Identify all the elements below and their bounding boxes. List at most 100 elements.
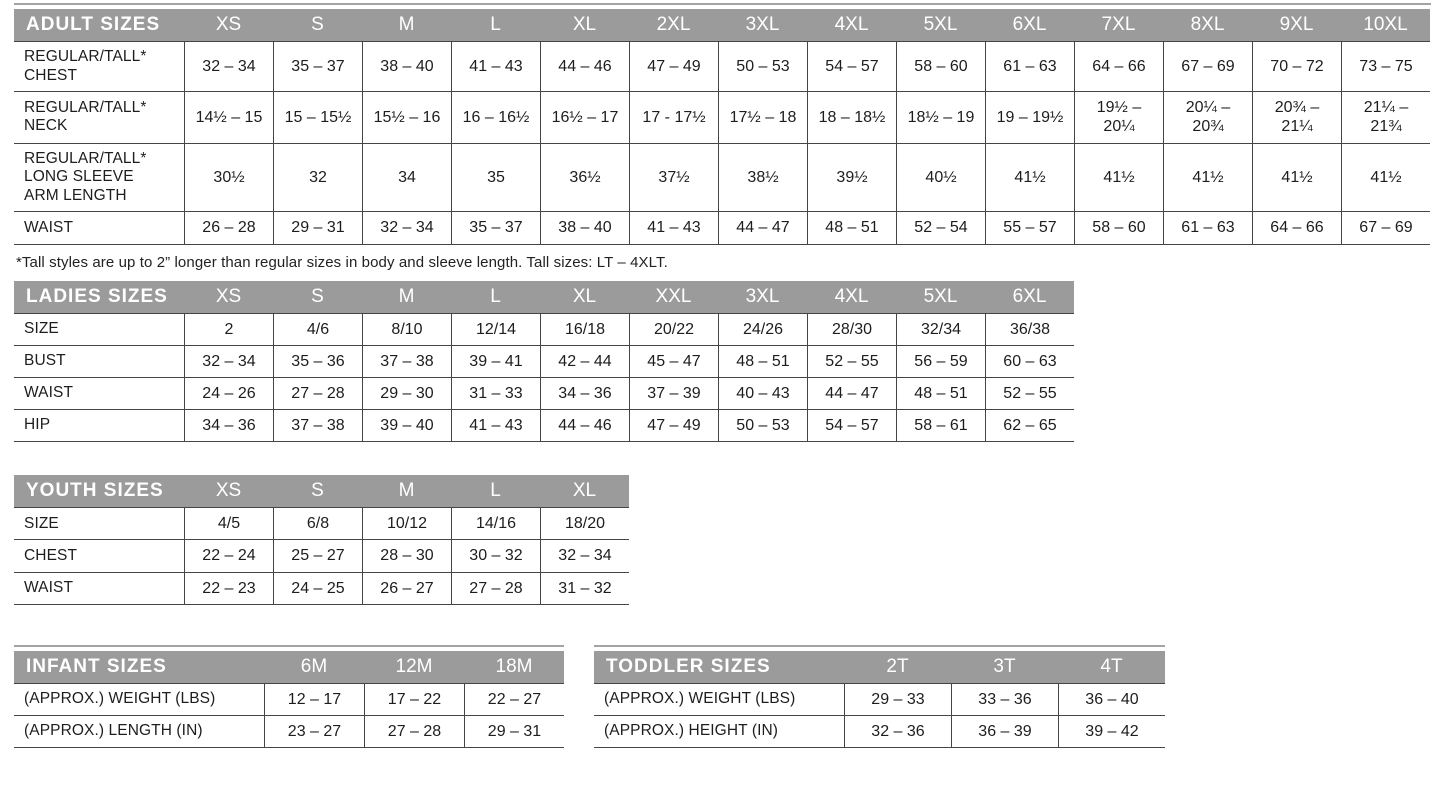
- value-cell: 67 – 69: [1341, 211, 1430, 244]
- value-cell: 61 – 63: [1163, 211, 1252, 244]
- column-header: 4XL: [807, 280, 896, 313]
- infant-sizes-table: INFANT SIZES 6M 12M 18M (APPROX.) WEIGHT (LB…: [14, 650, 564, 749]
- value-cell: 34: [362, 142, 451, 212]
- row-label: WAIST: [14, 571, 184, 604]
- value-cell: 23 – 27: [264, 715, 364, 748]
- value-cell: 35 – 36: [273, 344, 362, 377]
- value-cell: 58 – 60: [896, 41, 985, 92]
- value-cell: 19 – 19½: [985, 91, 1074, 143]
- value-cell: 61 – 63: [985, 41, 1074, 92]
- value-cell: 52 – 55: [807, 344, 896, 377]
- value-cell: 32 – 36: [844, 715, 951, 748]
- table-row: BUST 32 – 34 35 – 36 37 – 38 39 – 41 42 – 44 4…: [14, 344, 1074, 377]
- column-header: XL: [540, 280, 629, 313]
- value-cell: 32/34: [896, 312, 985, 345]
- value-cell: 50 – 53: [718, 409, 807, 442]
- row-label: SIZE: [14, 312, 184, 345]
- value-cell: 34 – 36: [540, 376, 629, 410]
- column-header: L: [451, 9, 540, 41]
- column-header: 4T: [1058, 650, 1165, 683]
- value-cell: 29 – 30: [362, 376, 451, 410]
- value-cell: 67 – 69: [1163, 41, 1252, 92]
- column-header: 6M: [264, 650, 364, 683]
- value-cell: 47 – 49: [629, 41, 718, 92]
- adult-sizes-section: ADULT SIZES XS S M L XL 2XL 3XL 4XL 5XL 6XL 7XL 8XL 9…: [14, 3, 1431, 271]
- value-cell: 17 - 17½: [629, 91, 718, 143]
- row-label: (APPROX.) WEIGHT (LBS): [14, 682, 264, 715]
- value-cell: 31 – 33: [451, 376, 540, 410]
- value-cell: 2: [184, 312, 273, 345]
- column-header: 5XL: [896, 280, 985, 313]
- value-cell: 56 – 59: [896, 344, 985, 377]
- table-row: WAIST 22 – 23 24 – 25 26 – 27 27 – 28 31 – 32: [14, 571, 629, 604]
- column-header: S: [273, 9, 362, 41]
- value-cell: 48 – 51: [807, 211, 896, 244]
- divider: [594, 644, 1165, 647]
- table-row: REGULAR/TALL* NECK 14½ – 15 15 – 15½ 15½ – …: [14, 91, 1430, 143]
- column-header: M: [362, 475, 451, 508]
- row-label: SIZE: [14, 507, 184, 539]
- value-cell: 20/22: [629, 312, 718, 345]
- value-cell: 37 – 38: [362, 344, 451, 377]
- value-cell: 48 – 51: [718, 344, 807, 377]
- value-cell: 41½: [1163, 142, 1252, 212]
- youth-sizes-table: YOUTH SIZES XS S M L XL SIZE 4/5 6/8 10/12 14/16 18…: [14, 475, 629, 605]
- table-row: (APPROX.) HEIGHT (IN) 32 – 36 36 – 39 39 – …: [594, 715, 1165, 748]
- value-cell: 41½: [1252, 142, 1341, 212]
- value-cell: 41½: [1074, 142, 1163, 212]
- youth-sizes-section: YOUTH SIZES XS S M L XL SIZE 4/5 6/8 10/12 14/16 18…: [14, 475, 629, 605]
- value-cell: 41 – 43: [451, 409, 540, 442]
- row-label: HIP: [14, 409, 184, 441]
- value-cell: 62 – 65: [985, 409, 1074, 442]
- value-cell: 45 – 47: [629, 344, 718, 377]
- table-title: YOUTH SIZES: [14, 475, 184, 508]
- value-cell: 24/26: [718, 312, 807, 345]
- value-cell: 37 – 38: [273, 409, 362, 442]
- row-label: BUST: [14, 344, 184, 377]
- toddler-sizes-table: TODDLER SIZES 2T 3T 4T (APPROX.) WEIGHT (LBS…: [594, 650, 1165, 749]
- value-cell: 16½ – 17: [540, 91, 629, 143]
- column-header: S: [273, 280, 362, 313]
- value-cell: 52 – 55: [985, 376, 1074, 410]
- column-header: 3XL: [718, 9, 807, 41]
- column-header: 8XL: [1163, 9, 1252, 41]
- adult-sizes-table: ADULT SIZES XS S M L XL 2XL 3XL 4XL 5XL 6XL 7XL 8XL 9…: [14, 9, 1430, 245]
- toddler-sizes-section: TODDLER SIZES 2T 3T 4T (APPROX.) WEIGHT (LBS…: [594, 644, 1165, 749]
- value-cell: 22 – 27: [464, 682, 564, 716]
- value-cell: 35 – 37: [451, 211, 540, 244]
- value-cell: 38½: [718, 142, 807, 212]
- value-cell: 55 – 57: [985, 211, 1074, 244]
- column-header: XS: [184, 280, 273, 313]
- header-row: YOUTH SIZES XS S M L XL: [14, 475, 629, 508]
- value-cell: 54 – 57: [807, 409, 896, 442]
- table-row: WAIST 24 – 26 27 – 28 29 – 30 31 – 33 34 – 36…: [14, 376, 1074, 410]
- value-cell: 41 – 43: [629, 211, 718, 244]
- column-header: S: [273, 475, 362, 508]
- value-cell: 28/30: [807, 312, 896, 345]
- row-label: REGULAR/TALL* CHEST: [14, 41, 184, 91]
- value-cell: 36 – 39: [951, 715, 1058, 748]
- row-label: (APPROX.) LENGTH (IN): [14, 715, 264, 747]
- value-cell: 20¾ – 21¼: [1252, 91, 1341, 143]
- column-header: 2XL: [629, 9, 718, 41]
- value-cell: 27 – 28: [273, 376, 362, 410]
- column-header: 2T: [844, 650, 951, 683]
- row-label: (APPROX.) HEIGHT (IN): [594, 715, 844, 747]
- value-cell: 14½ – 15: [184, 91, 273, 143]
- value-cell: 38 – 40: [540, 211, 629, 244]
- column-header: 5XL: [896, 9, 985, 41]
- value-cell: 44 – 47: [718, 211, 807, 244]
- column-header: 6XL: [985, 9, 1074, 41]
- value-cell: 37½: [629, 142, 718, 212]
- value-cell: 24 – 26: [184, 376, 273, 410]
- value-cell: 36 – 40: [1058, 682, 1165, 716]
- header-row: LADIES SIZES XS S M L XL XXL 3XL 4XL 5XL 6XL: [14, 280, 1074, 313]
- value-cell: 19½ – 20¼: [1074, 91, 1163, 143]
- value-cell: 18/20: [540, 507, 629, 540]
- header-row: INFANT SIZES 6M 12M 18M: [14, 650, 564, 683]
- value-cell: 16/18: [540, 312, 629, 345]
- value-cell: 21¼ – 21¾: [1341, 91, 1430, 143]
- value-cell: 38 – 40: [362, 41, 451, 92]
- value-cell: 26 – 27: [362, 571, 451, 604]
- value-cell: 40 – 43: [718, 376, 807, 410]
